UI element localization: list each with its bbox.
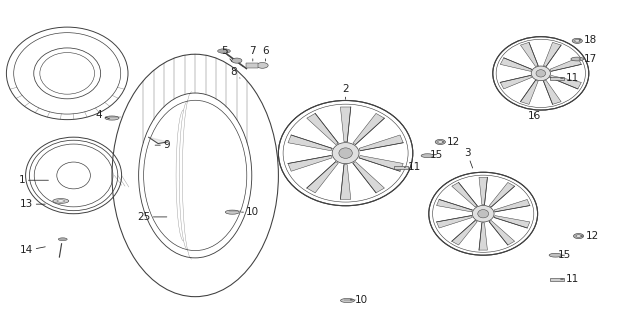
Ellipse shape	[57, 200, 65, 202]
Polygon shape	[494, 199, 530, 212]
Text: 11: 11	[561, 73, 579, 83]
Text: 1: 1	[19, 175, 49, 185]
Polygon shape	[550, 58, 581, 71]
Circle shape	[575, 40, 580, 42]
Text: 14: 14	[20, 245, 45, 256]
Text: 9: 9	[155, 140, 170, 150]
Polygon shape	[494, 216, 530, 228]
Bar	[246, 63, 258, 68]
Ellipse shape	[58, 238, 67, 241]
Bar	[550, 77, 564, 80]
Polygon shape	[489, 220, 515, 245]
Circle shape	[438, 141, 443, 143]
Ellipse shape	[493, 37, 589, 110]
Ellipse shape	[429, 172, 538, 255]
Polygon shape	[550, 75, 581, 89]
Polygon shape	[353, 162, 385, 193]
Polygon shape	[288, 135, 332, 151]
Polygon shape	[307, 162, 339, 193]
Polygon shape	[489, 182, 515, 207]
Text: 7: 7	[250, 46, 256, 61]
Polygon shape	[436, 216, 472, 228]
Circle shape	[572, 38, 582, 43]
Polygon shape	[452, 220, 477, 245]
Polygon shape	[288, 155, 332, 171]
Circle shape	[232, 58, 242, 63]
Ellipse shape	[52, 198, 69, 204]
Text: 6: 6	[262, 46, 269, 61]
Text: 11: 11	[404, 162, 421, 173]
Polygon shape	[520, 80, 538, 104]
Circle shape	[573, 234, 584, 239]
Ellipse shape	[340, 299, 355, 302]
Ellipse shape	[105, 116, 119, 120]
Ellipse shape	[549, 253, 562, 257]
Ellipse shape	[218, 49, 230, 53]
Text: 10: 10	[350, 295, 368, 305]
Polygon shape	[452, 182, 477, 207]
Bar	[550, 278, 564, 281]
Text: 12: 12	[443, 137, 460, 147]
Polygon shape	[436, 199, 472, 212]
Text: 12: 12	[581, 231, 598, 241]
Ellipse shape	[472, 205, 494, 222]
Text: 2: 2	[342, 84, 349, 99]
Ellipse shape	[531, 66, 550, 81]
Circle shape	[576, 235, 581, 237]
Ellipse shape	[421, 154, 434, 158]
Polygon shape	[479, 223, 488, 250]
Polygon shape	[359, 135, 403, 151]
Text: 5: 5	[221, 46, 232, 62]
Text: 4: 4	[96, 110, 109, 120]
Text: 11: 11	[561, 274, 579, 284]
Polygon shape	[307, 113, 339, 145]
Bar	[394, 166, 408, 169]
Text: 17: 17	[579, 54, 596, 64]
Ellipse shape	[536, 70, 545, 77]
Text: 25: 25	[138, 212, 167, 222]
Polygon shape	[500, 75, 532, 89]
Polygon shape	[520, 42, 538, 66]
Polygon shape	[359, 155, 403, 171]
Polygon shape	[500, 58, 532, 71]
Text: 10: 10	[241, 207, 259, 217]
Text: 16: 16	[528, 111, 541, 122]
Polygon shape	[543, 80, 561, 104]
Text: 8: 8	[230, 67, 240, 78]
Polygon shape	[148, 137, 168, 144]
Polygon shape	[340, 107, 351, 142]
Text: 18: 18	[579, 35, 596, 45]
Circle shape	[435, 139, 445, 145]
Text: 3: 3	[464, 148, 473, 168]
Text: 13: 13	[20, 199, 45, 209]
Ellipse shape	[225, 210, 239, 214]
Text: 15: 15	[430, 150, 443, 160]
Ellipse shape	[571, 57, 584, 61]
Polygon shape	[479, 177, 488, 205]
Ellipse shape	[278, 100, 413, 206]
Polygon shape	[543, 42, 561, 66]
Circle shape	[257, 63, 268, 68]
Ellipse shape	[339, 148, 353, 159]
Ellipse shape	[477, 210, 489, 218]
Polygon shape	[340, 165, 351, 199]
Polygon shape	[353, 113, 385, 145]
Ellipse shape	[332, 143, 359, 164]
Text: 15: 15	[558, 250, 571, 260]
